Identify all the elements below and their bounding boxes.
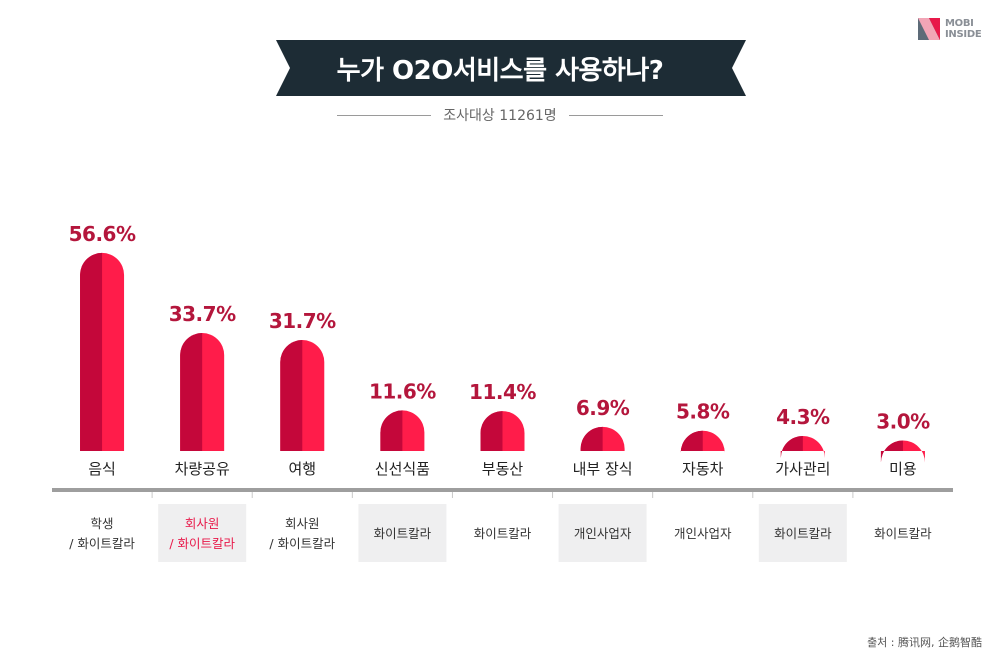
logo: MOBI INSIDE — [918, 18, 982, 40]
user-group-label: 회사원 — [185, 516, 220, 531]
subtitle-rule-left — [337, 114, 432, 116]
subtitle-row: 조사대상 11261명 — [0, 104, 1000, 126]
category-label: 가사관리 — [775, 460, 830, 478]
user-group-label: 화이트칼라 — [874, 526, 932, 541]
logo-text: MOBI INSIDE — [945, 18, 982, 40]
user-group-label: / 화이트칼라 — [269, 536, 335, 551]
bar-8-shade — [780, 435, 803, 458]
bar-2-shade — [180, 333, 203, 451]
user-group-label: 개인사업자 — [574, 526, 632, 541]
title-banner — [276, 40, 746, 96]
category-label: 신선식품 — [375, 460, 430, 478]
value-label: 56.6% — [69, 222, 136, 246]
category-label: 여행 — [288, 460, 316, 478]
subtitle: 조사대상 11261명 — [443, 108, 557, 124]
category-label: 부동산 — [482, 460, 524, 478]
value-label: 11.4% — [469, 380, 536, 404]
value-label: 11.6% — [369, 379, 436, 403]
user-group-label: 학생 — [91, 516, 114, 531]
value-label: 4.3% — [776, 405, 830, 429]
page-title: 누가 O2O서비스를 사용하나? — [336, 55, 664, 86]
x-axis-line — [52, 488, 953, 492]
bar-4-shade — [380, 410, 403, 451]
user-group-label: 개인사업자 — [674, 526, 732, 541]
logo-line-1: MOBI — [945, 18, 974, 29]
bar-3-shade — [280, 340, 303, 451]
user-group-box — [758, 504, 847, 562]
category-label: 자동차 — [682, 460, 724, 478]
user-group-label: 회사원 — [285, 516, 320, 531]
logo-line-2: INSIDE — [945, 29, 982, 40]
bar-5-shade — [480, 411, 503, 451]
category-label: 미용 — [889, 460, 917, 478]
user-group-box — [358, 504, 447, 562]
user-group-label: 화이트칼라 — [474, 526, 532, 541]
bar-9-shade — [880, 440, 903, 463]
bar-1-shade — [80, 252, 103, 451]
category-label: 차량공유 — [175, 460, 230, 478]
bar-6-shade — [580, 426, 603, 451]
value-label: 6.9% — [576, 396, 630, 420]
user-group-box — [558, 504, 647, 562]
category-label: 음식 — [88, 460, 116, 478]
user-group-label: 화이트칼라 — [774, 526, 832, 541]
user-group-label: 화이트칼라 — [374, 526, 432, 541]
value-label: 5.8% — [676, 400, 730, 424]
value-label: 33.7% — [169, 302, 236, 326]
user-group-box — [158, 504, 247, 562]
user-group-label: / 화이트칼라 — [69, 536, 135, 551]
value-label: 31.7% — [269, 309, 336, 333]
source-note: 출처 : 腾讯网, 企鹅智酷 — [867, 636, 982, 649]
bar-7-shade — [680, 430, 703, 453]
user-group-label: / 화이트칼라 — [169, 536, 235, 551]
subtitle-rule-right — [568, 114, 663, 116]
logo-mark-icon — [918, 18, 940, 40]
category-label: 내부 장식 — [573, 460, 633, 478]
value-label: 3.0% — [876, 410, 930, 434]
